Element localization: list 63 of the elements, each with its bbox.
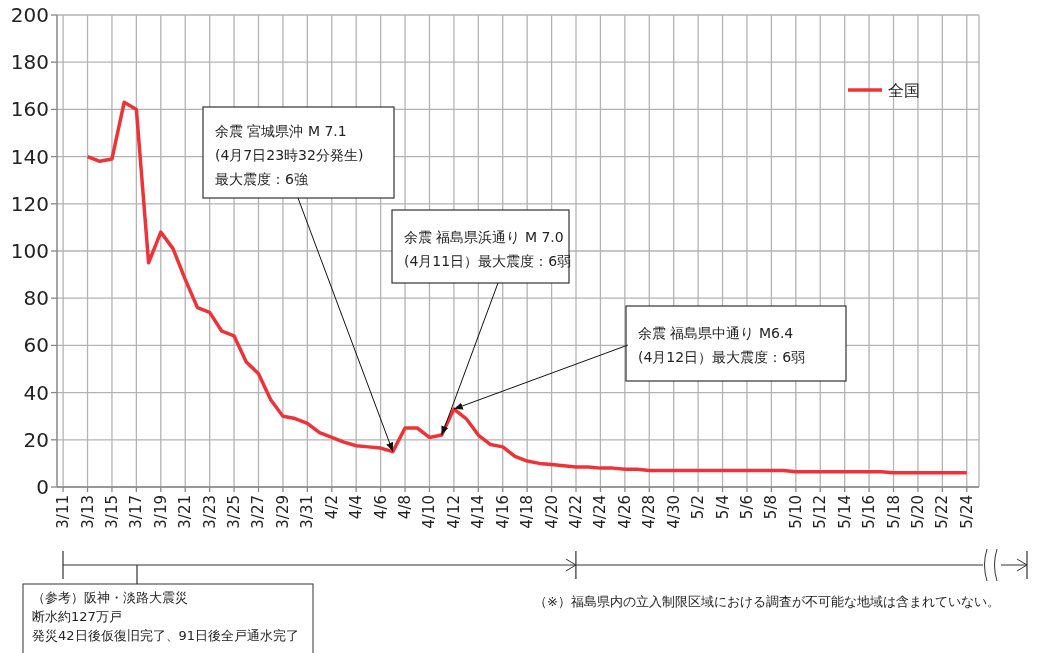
x-tick-label: 4/20 <box>542 495 561 529</box>
y-tick-label: 20 <box>23 427 49 452</box>
x-tick-label: 3/21 <box>176 495 195 529</box>
x-tick-label: 4/16 <box>493 495 512 529</box>
x-tick-label: 3/13 <box>78 495 97 529</box>
x-tick-label: 4/26 <box>615 495 634 529</box>
y-tick-label: 60 <box>23 333 49 358</box>
x-tick-label: 5/16 <box>860 495 879 529</box>
annotation: 余震 福島県浜通り M 7.0 <box>404 229 564 245</box>
x-tick-label: 5/4 <box>713 495 732 520</box>
x-tick-label: 4/6 <box>371 495 390 520</box>
x-tick-label: 4/18 <box>518 495 537 529</box>
annotation: 余震 福島県中通り M6.4 <box>638 325 794 341</box>
annotation: 最大震度：6強 <box>215 171 308 187</box>
y-tick-label: 80 <box>23 286 49 311</box>
y-tick-label: 40 <box>23 380 49 405</box>
x-tick-label: 3/11 <box>54 495 73 529</box>
y-tick-label: 140 <box>10 144 49 169</box>
annotation: (4月7日23時32分発生) <box>215 147 364 163</box>
x-tick-label: 5/14 <box>835 495 854 529</box>
x-tick-label: 4/4 <box>347 495 366 520</box>
y-tick-label: 160 <box>10 97 49 122</box>
x-tick-label: 3/29 <box>273 495 292 529</box>
x-tick-label: 3/19 <box>151 495 170 529</box>
text: （参考）阪神・淡路大震災 <box>32 590 188 605</box>
x-tick-label: 4/8 <box>396 495 415 520</box>
x-tick-label: 5/22 <box>933 495 952 529</box>
x-tick-label: 4/14 <box>469 495 488 529</box>
legend-label: 全国 <box>888 81 920 100</box>
y-tick-label: 100 <box>10 239 49 263</box>
x-tick-label: 3/31 <box>298 495 317 529</box>
legend: 全国 <box>848 81 920 100</box>
x-tick-label: 4/28 <box>640 495 659 529</box>
text: 発災42日後仮復旧完了、91日後全戸通水完了 <box>32 628 300 643</box>
x-tick-label: 5/18 <box>884 495 903 529</box>
annotation: (4月11日）最大震度：6弱 <box>404 253 572 269</box>
x-tick-label: 5/2 <box>689 495 708 520</box>
y-tick-label: 0 <box>36 475 49 499</box>
x-tick-label: 5/10 <box>786 495 805 529</box>
x-tick-label: 3/27 <box>249 495 268 529</box>
x-tick-label: 5/12 <box>811 495 830 529</box>
x-tick-label: 3/17 <box>127 495 146 529</box>
annotation: 余震 宮城県沖 M 7.1 <box>215 123 347 139</box>
x-tick-label: 3/23 <box>200 495 219 529</box>
y-tick-label: 180 <box>10 50 49 75</box>
annotation: (4月12日）最大震度：6弱 <box>638 349 806 365</box>
x-tick-label: 3/25 <box>225 495 244 529</box>
x-tick-label: 5/20 <box>908 495 927 529</box>
x-tick-label: 4/10 <box>420 495 439 529</box>
x-tick-label: 4/12 <box>444 495 463 529</box>
x-tick-label: 4/24 <box>591 495 610 529</box>
line-series <box>85 100 969 475</box>
text: （※）福島県内の立入制限区域における調査が不可能な地域は含まれていない。 <box>534 594 1000 609</box>
text: 断水約127万戸 <box>32 609 122 624</box>
x-tick-label: 4/22 <box>567 495 586 529</box>
x-tick-label: 5/24 <box>957 495 976 529</box>
x-tick-label: 4/2 <box>322 495 341 520</box>
x-tick-label: 4/30 <box>664 495 683 529</box>
y-tick-label: 200 <box>10 3 49 27</box>
y-tick-label: 120 <box>10 191 49 216</box>
x-tick-label: 3/15 <box>102 495 121 529</box>
x-tick-label: 5/8 <box>762 495 781 520</box>
x-tick-label: 5/6 <box>737 495 756 520</box>
